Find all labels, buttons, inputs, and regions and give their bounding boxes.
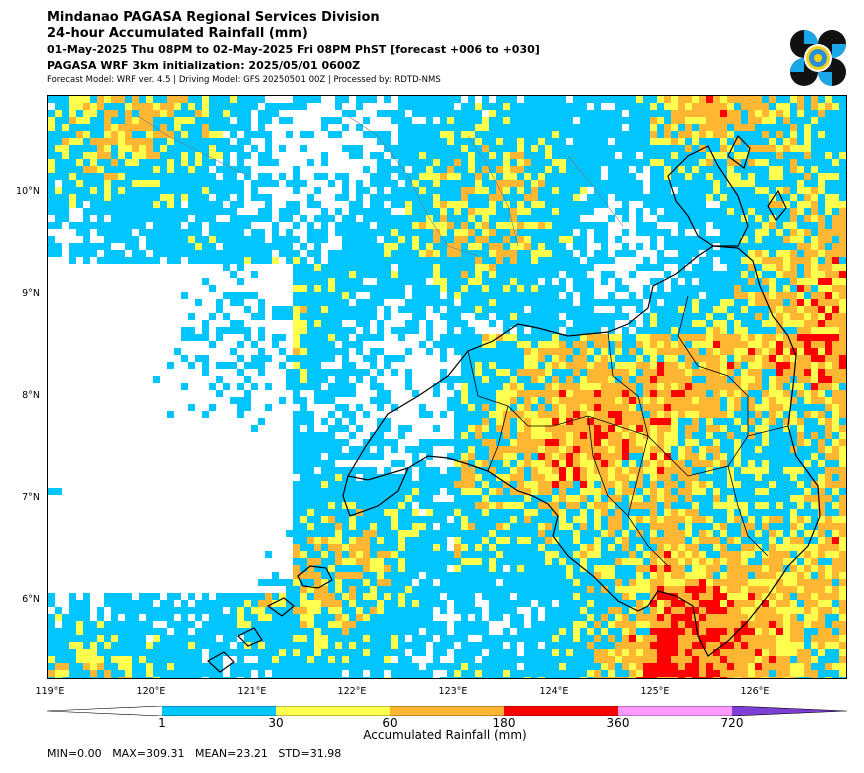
stat-mean: MEAN=23.21: [194, 747, 268, 760]
colorbar-below-1: [47, 706, 162, 716]
zamboanga-peninsula: [342, 467, 409, 517]
model-info: Forecast Model: WRF ver. 4.5 | Driving M…: [47, 75, 441, 85]
colorbar-180-360: [504, 706, 618, 716]
colorbar-label-30: 30: [268, 716, 284, 730]
coastlines: [206, 134, 821, 673]
lat-label-9n: 9°N: [22, 288, 40, 299]
lon-label-119e: 119°E: [35, 686, 65, 697]
lat-label-8n: 8°N: [22, 390, 40, 401]
init-time: PAGASA WRF 3km initialization: 2025/05/0…: [47, 59, 361, 72]
colorbar-label-720: 720: [720, 716, 744, 730]
rainfall-map: [47, 95, 847, 679]
lon-label-125e: 125°E: [640, 686, 670, 697]
statistics-line: MIN=0.00 MAX=309.31 MEAN=23.21 STD=31.98: [47, 747, 341, 760]
rainfall-map-canvas: [48, 96, 846, 678]
colorbar-label-1: 1: [158, 716, 166, 730]
mindanao-coastline: [347, 245, 821, 657]
stat-min: MIN=0.00: [47, 747, 102, 760]
lat-label-7n: 7°N: [22, 492, 40, 503]
colorbar-1-30: [162, 706, 276, 716]
dinagat-siargao: [727, 134, 787, 222]
lon-label-120e: 120°E: [136, 686, 166, 697]
rainfall-field: [48, 96, 846, 678]
northern-islands: [137, 115, 624, 257]
stat-std: STD=31.98: [278, 747, 342, 760]
colorbar-above-720: [732, 706, 847, 716]
colorbar: [47, 706, 847, 716]
pagasa-seal-icon: [790, 30, 846, 86]
lon-label-121e: 121°E: [237, 686, 267, 697]
province-boundaries: [467, 295, 789, 567]
stat-max: MAX=309.31: [112, 747, 185, 760]
lon-label-126e: 126°E: [740, 686, 770, 697]
colorbar-label-60: 60: [382, 716, 398, 730]
colorbar-label-360: 360: [606, 716, 630, 730]
forecast-period: 01-May-2025 Thu 08PM to 02-May-2025 Fri …: [47, 43, 540, 56]
map-subtitle: 24-hour Accumulated Rainfall (mm): [47, 26, 308, 41]
leyte-samar-outline: [667, 145, 749, 247]
colorbar-label-180: 180: [492, 716, 516, 730]
colorbar-60-180: [390, 706, 504, 716]
lon-label-123e: 123°E: [438, 686, 468, 697]
colorbar-360-720: [618, 706, 732, 716]
lon-label-124e: 124°E: [539, 686, 569, 697]
map-title: Mindanao PAGASA Regional Services Divisi…: [47, 10, 380, 25]
sulu-islands: [206, 565, 333, 673]
colorbar-title: Accumulated Rainfall (mm): [363, 728, 527, 742]
lat-label-10n: 10°N: [16, 186, 40, 197]
colorbar-30-60: [276, 706, 390, 716]
lon-label-122e: 122°E: [337, 686, 367, 697]
lat-label-6n: 6°N: [22, 594, 40, 605]
